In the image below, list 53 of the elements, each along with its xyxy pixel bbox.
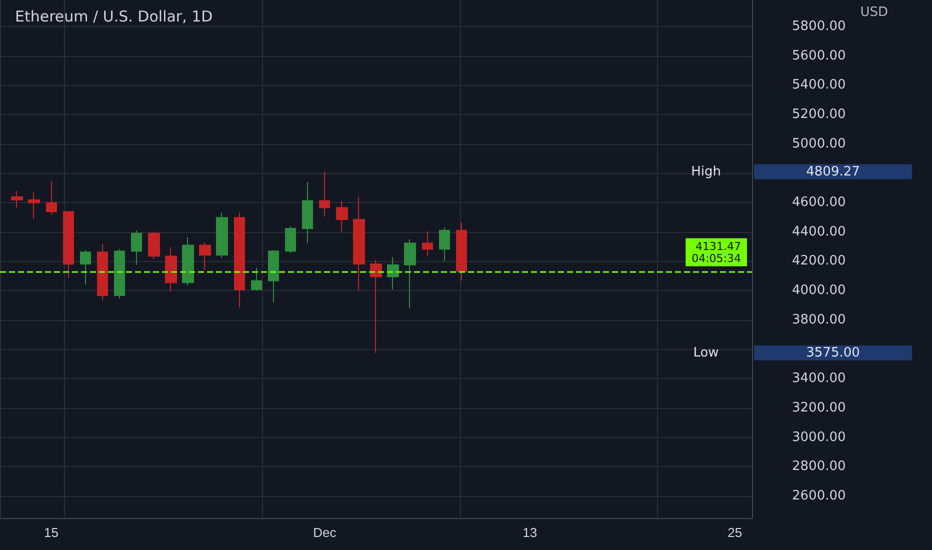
y-tick-label: 4200.00 — [792, 254, 846, 269]
candlestick — [302, 181, 313, 244]
candlestick — [336, 200, 348, 232]
candlestick — [114, 248, 125, 299]
y-tick-label: 3800.00 — [792, 312, 846, 328]
x-tick-label: 13 — [522, 525, 538, 540]
text: 4809.27 — [806, 164, 860, 180]
candlestick — [404, 238, 416, 309]
candlestick — [353, 196, 365, 292]
x-tick-label: 25 — [728, 525, 742, 540]
annotation: Low — [693, 345, 720, 360]
candlestick — [422, 230, 433, 257]
candlestick — [370, 260, 382, 354]
candlestick — [319, 171, 330, 218]
candlestick — [216, 212, 228, 258]
y-tick-label: 5600.00 — [792, 48, 846, 64]
candlestick — [439, 226, 450, 262]
candlestick — [148, 230, 160, 260]
y-tick-label: 3000.00 — [792, 430, 846, 445]
candlestick — [387, 256, 399, 290]
y-tick-label: 5800.00 — [792, 18, 846, 34]
y-tick-label: 5200.00 — [792, 106, 846, 122]
candlestick — [131, 230, 142, 266]
y-tick-label: 4600.00 — [792, 195, 846, 210]
y-tick-label: 3400.00 — [792, 371, 846, 386]
candlestick — [46, 180, 57, 216]
y-tick-label: 5400.00 — [792, 78, 846, 93]
y-tick-label: 2800.00 — [792, 459, 846, 474]
y-tick-label: 3200.00 — [792, 400, 846, 416]
candlestick — [268, 250, 279, 303]
y-axis-title: USD — [860, 5, 888, 20]
candlestick — [28, 191, 40, 220]
x-tick-label: 15 — [44, 525, 59, 540]
candlestick — [251, 267, 262, 292]
y-tick-label: 2600.00 — [792, 488, 846, 504]
candlestick — [456, 222, 467, 282]
text: Ethereum / U.S. Dollar, 1D — [15, 8, 213, 26]
ref-line-label: 4131.47 04:05:34 — [692, 240, 741, 265]
candlestick — [97, 244, 108, 301]
candlestick — [63, 210, 74, 278]
x-tick-label: Dec — [313, 525, 337, 540]
candlestick — [234, 212, 245, 308]
candlestick — [285, 226, 296, 254]
candlestick — [165, 246, 177, 292]
text: 3575.00 — [806, 345, 860, 360]
candlestick — [80, 250, 91, 286]
candlestick — [199, 242, 211, 270]
y-tick-label: 4400.00 — [792, 224, 846, 240]
y-tick-label: 4000.00 — [792, 283, 846, 298]
annotation: High — [691, 164, 721, 180]
candlestick — [182, 236, 194, 286]
candlestick — [11, 190, 23, 208]
y-tick-label: 5000.00 — [792, 136, 846, 152]
